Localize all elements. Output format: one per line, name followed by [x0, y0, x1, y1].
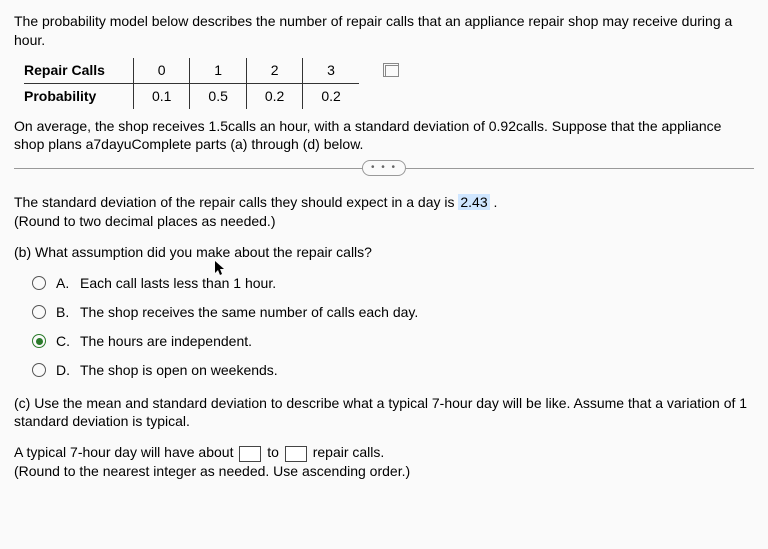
- context-text: On average, the shop receives 1.5calls a…: [14, 117, 754, 155]
- option-d[interactable]: D. The shop is open on weekends.: [32, 361, 754, 380]
- row-header-calls: Repair Calls: [24, 58, 133, 83]
- problem-intro: The probability model below describes th…: [14, 12, 754, 50]
- calls-0: 0: [133, 58, 189, 83]
- divider: • • •: [14, 168, 754, 169]
- input-lower[interactable]: [239, 446, 261, 462]
- option-b-text: The shop receives the same number of cal…: [80, 303, 418, 322]
- cursor-icon: [214, 260, 226, 276]
- typical-note: (Round to the nearest integer as needed.…: [14, 462, 754, 481]
- radio-c[interactable]: [32, 334, 46, 348]
- option-c-letter: C.: [56, 332, 74, 351]
- typical-line: A typical 7-hour day will have about to …: [14, 443, 754, 462]
- typical-post: repair calls.: [309, 444, 384, 460]
- radio-b[interactable]: [32, 305, 46, 319]
- prob-1: 0.5: [190, 83, 246, 108]
- sd-post: .: [490, 194, 498, 210]
- typical-mid: to: [263, 444, 282, 460]
- copy-icon[interactable]: [385, 65, 399, 77]
- sd-pre: The standard deviation of the repair cal…: [14, 194, 458, 210]
- expand-button[interactable]: • • •: [362, 160, 406, 176]
- radio-a[interactable]: [32, 276, 46, 290]
- radio-d[interactable]: [32, 363, 46, 377]
- row-header-prob: Probability: [24, 83, 133, 108]
- option-c[interactable]: C. The hours are independent.: [32, 332, 754, 351]
- sd-answer: 2.43: [458, 194, 489, 210]
- option-a-text: Each call lasts less than 1 hour.: [80, 274, 276, 293]
- calls-3: 3: [303, 58, 359, 83]
- option-a-letter: A.: [56, 274, 74, 293]
- sd-line: The standard deviation of the repair cal…: [14, 193, 754, 212]
- probability-table: Repair Calls 0 1 2 3 Probability 0.1 0.5…: [24, 58, 417, 109]
- option-c-text: The hours are independent.: [80, 332, 252, 351]
- option-d-letter: D.: [56, 361, 74, 380]
- part-c-question: (c) Use the mean and standard deviation …: [14, 394, 754, 432]
- prob-3: 0.2: [303, 83, 359, 108]
- option-a[interactable]: A. Each call lasts less than 1 hour.: [32, 274, 754, 293]
- option-b[interactable]: B. The shop receives the same number of …: [32, 303, 754, 322]
- calls-2: 2: [246, 58, 302, 83]
- option-d-text: The shop is open on weekends.: [80, 361, 278, 380]
- calls-1: 1: [190, 58, 246, 83]
- input-upper[interactable]: [285, 446, 307, 462]
- round-note: (Round to two decimal places as needed.): [14, 212, 754, 231]
- part-b-question: (b) What assumption did you make about t…: [14, 243, 754, 262]
- prob-0: 0.1: [133, 83, 189, 108]
- options-group: A. Each call lasts less than 1 hour. B. …: [32, 274, 754, 380]
- option-b-letter: B.: [56, 303, 74, 322]
- prob-2: 0.2: [246, 83, 302, 108]
- typical-pre: A typical 7-hour day will have about: [14, 444, 237, 460]
